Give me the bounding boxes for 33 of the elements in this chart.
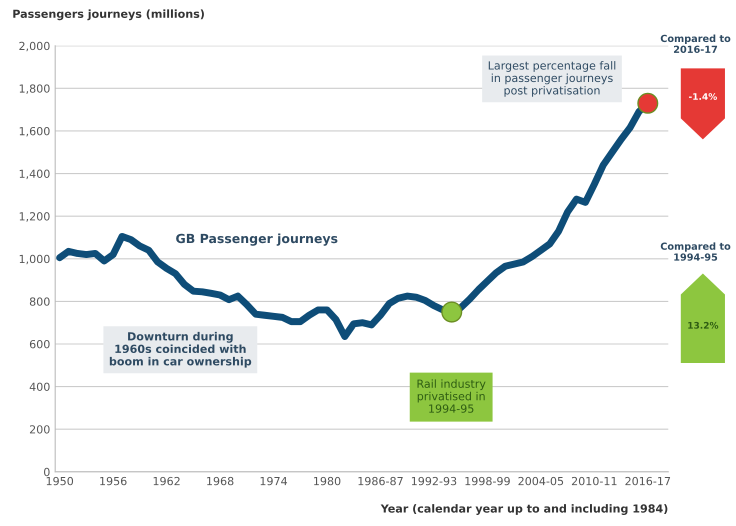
y-tick-label: 800 bbox=[30, 297, 50, 306]
y-tick-label: 0 bbox=[44, 468, 50, 476]
x-tick-label: 1986-87 bbox=[358, 476, 403, 486]
x-tick-label: 1974 bbox=[260, 476, 288, 486]
y-tick-label: 1,800 bbox=[20, 84, 50, 94]
x-tick-label: 2010-11 bbox=[572, 476, 617, 486]
y-tick-label: 200 bbox=[30, 425, 50, 434]
annotation: Largest percentage fall in passenger journeys post privatisation bbox=[488, 61, 616, 97]
x-tick-label: 2016-17 bbox=[625, 476, 670, 486]
annotation: Downturn during 1960s coincided with boom in car ownership bbox=[110, 332, 252, 368]
y-tick-label: 1,400 bbox=[20, 170, 50, 180]
annotation: Rail industry privatised in 1994-95 bbox=[418, 379, 486, 413]
annotation: Compared to 2016-17 bbox=[660, 34, 730, 53]
text: 13.2% bbox=[688, 322, 718, 329]
series-label: GB Passenger journeys bbox=[176, 234, 338, 246]
y-tick-label: 600 bbox=[30, 340, 50, 348]
annotation: Compared to 1994-95 bbox=[660, 242, 730, 261]
x-tick-label: 1980 bbox=[314, 476, 340, 486]
x-tick-label: 1992-93 bbox=[412, 476, 456, 486]
y-tick-label: 1,600 bbox=[20, 126, 50, 136]
y-tick-label: 1,200 bbox=[20, 212, 50, 222]
x-axis-title: Year (calendar year up to and including 1984) bbox=[380, 504, 668, 515]
x-tick-label: 2004-05 bbox=[518, 476, 564, 486]
y-tick-label: 1,000 bbox=[20, 254, 50, 264]
x-tick-label: 1998-99 bbox=[465, 476, 510, 486]
x-tick-label: 1956 bbox=[100, 476, 127, 486]
y-tick-label: 400 bbox=[30, 382, 50, 391]
x-tick-label: 1962 bbox=[154, 476, 180, 486]
y-tick-label: 2,000 bbox=[19, 42, 50, 52]
x-tick-label: 1950 bbox=[46, 476, 74, 486]
text: -1.4% bbox=[688, 93, 717, 100]
x-tick-label: 1968 bbox=[207, 476, 234, 486]
y-axis-title: Passengers journeys (millions) bbox=[13, 9, 204, 20]
